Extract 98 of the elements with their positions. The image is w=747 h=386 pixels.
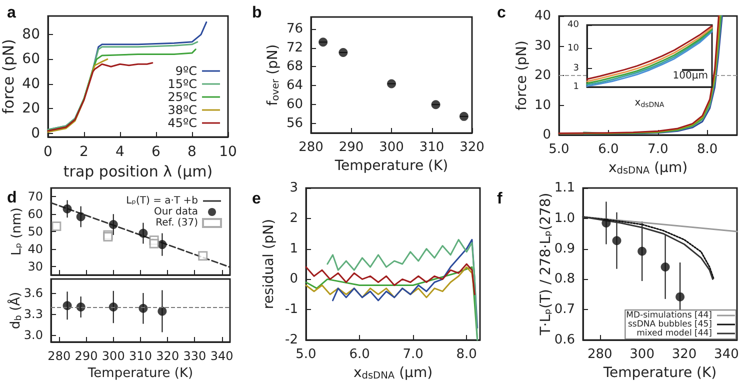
- x-tick-label: 320: [460, 140, 484, 155]
- y-tick-label: 0.8: [554, 272, 575, 287]
- y-axis-title: T·Lₚ(T) / 278·Lₚ(278): [538, 192, 554, 336]
- y-tick-label: 0: [542, 128, 551, 142]
- y-tick-label: 20: [22, 100, 40, 117]
- x-tick-label: 8.0: [456, 347, 477, 362]
- chart-title: c: [497, 4, 506, 22]
- y-tick-label: 30: [28, 259, 43, 274]
- x-tick-label: 290: [74, 349, 98, 363]
- annotation: 100μm: [672, 70, 708, 82]
- y-tick-label: 56: [286, 116, 303, 132]
- x-tick-label: 320: [672, 347, 697, 362]
- y-tick-label: 3.0: [24, 328, 43, 342]
- y-tick-label: 3.3: [24, 307, 43, 321]
- chart-title: f: [497, 190, 503, 208]
- x-tick-label: 300: [630, 347, 654, 362]
- y-tick-label: 2: [290, 210, 298, 226]
- y-tick-label: 60: [22, 51, 40, 68]
- y-tick-label: 0: [290, 272, 298, 287]
- x-tick-label: 5.0: [296, 347, 316, 362]
- y-tick-label: 40: [568, 20, 580, 30]
- x-axis-title: Temperature (K): [86, 366, 194, 381]
- chart-title: b: [252, 4, 262, 22]
- chart-title: a: [7, 4, 16, 22]
- y-tick-label: 0.6: [554, 332, 575, 348]
- y-tick-label: 80: [22, 26, 40, 43]
- y-tick-label: 3.6: [24, 286, 43, 300]
- y-tick-label: 1: [290, 241, 298, 256]
- legend-label: Our data: [154, 206, 198, 218]
- x-tick-label: 340: [714, 347, 739, 362]
- legend-label: 38ºC: [168, 103, 197, 117]
- x-axis-title: Temperature (K): [602, 364, 717, 381]
- x-tick-label: 320: [156, 349, 180, 363]
- y-tick-label: 64: [286, 78, 303, 94]
- y-axis-title: force (pN): [514, 40, 530, 110]
- legend-label: mixed model [44]: [636, 328, 712, 338]
- y-tick-label: 60: [286, 97, 303, 112]
- y-tick-label: 70: [28, 190, 43, 204]
- chart-title: e: [252, 190, 261, 208]
- x-tick-label: 5.0: [548, 142, 570, 157]
- y-tick-label: 68: [286, 59, 303, 74]
- y-tick-label: 72: [286, 40, 303, 56]
- y-axis-title: fover (pN): [264, 44, 282, 106]
- chart-title: d: [7, 190, 17, 206]
- y-tick-label: 0.7: [554, 302, 575, 318]
- x-tick-label: 8.0: [696, 142, 718, 157]
- legend-label: Lₚ(T) = a·T +b: [126, 196, 198, 206]
- x-tick-label: 7.0: [402, 347, 424, 362]
- x-tick-label: 8: [188, 144, 196, 160]
- x-tick-label: 6: [152, 144, 161, 160]
- x-axis-title: trap position λ (μm): [63, 162, 213, 180]
- x-tick-label: 300: [102, 349, 125, 363]
- y-tick-label: 20: [534, 68, 551, 83]
- y-axis-title: residual (pN): [261, 218, 278, 310]
- y-tick-label: 40: [534, 8, 551, 24]
- x-tick-label: 6.0: [349, 347, 370, 362]
- legend-label: 9ºC: [175, 64, 197, 78]
- x-tick-label: 6.0: [598, 142, 619, 157]
- legend-label: 45ºC: [168, 116, 197, 130]
- y-axis-title: db (Å): [6, 292, 24, 330]
- x-tick-label: 2: [80, 144, 88, 160]
- x-tick-label: 310: [419, 140, 444, 155]
- y-tick-label: 0.9: [554, 241, 575, 256]
- y-tick-label: 40: [22, 76, 40, 92]
- y-tick-label: 3: [573, 64, 579, 74]
- y-tick-label: 76: [286, 21, 303, 36]
- y-tick-label: 10: [568, 43, 580, 54]
- y-tick-label: 1.0: [554, 210, 575, 226]
- x-tick-label: 340: [210, 349, 234, 363]
- y-tick-label: 10: [534, 98, 551, 113]
- y-tick-label: 1.1: [554, 180, 575, 196]
- y-axis-title: Lₚ (nm): [9, 208, 24, 256]
- x-axis-title: Temperature (K): [334, 158, 448, 174]
- y-tick-label: 40: [28, 242, 43, 256]
- x-tick-label: 300: [379, 140, 404, 155]
- x-tick-label: 7.0: [648, 142, 668, 157]
- legend-label: MD-simulations [44]: [626, 310, 712, 320]
- y-tick-label: 3: [290, 180, 298, 196]
- x-tick-label: 4: [116, 144, 125, 160]
- y-tick-label: -2: [285, 332, 298, 348]
- y-tick-label: 60: [28, 207, 43, 222]
- legend-label: ssDNA bubbles [45]: [628, 320, 712, 330]
- legend-label: 15ºC: [168, 77, 197, 91]
- x-tick-label: 310: [129, 349, 152, 363]
- x-tick-label: 330: [183, 349, 206, 363]
- x-tick-label: 280: [298, 140, 324, 155]
- legend-label: 25ºC: [168, 90, 197, 104]
- y-tick-label: -1: [285, 302, 298, 318]
- x-tick-label: 280: [48, 349, 71, 363]
- x-tick-label: 280: [587, 347, 612, 362]
- x-tick-label: 10: [219, 144, 237, 160]
- y-axis-title: force (pN): [0, 39, 18, 114]
- y-tick-label: 0: [31, 125, 40, 142]
- x-tick-label: 290: [338, 140, 364, 155]
- y-tick-label: 30: [534, 38, 551, 54]
- y-tick-label: 50: [28, 224, 43, 238]
- y-tick-label: 1: [573, 82, 579, 92]
- legend-label: Ref. (37): [156, 218, 198, 228]
